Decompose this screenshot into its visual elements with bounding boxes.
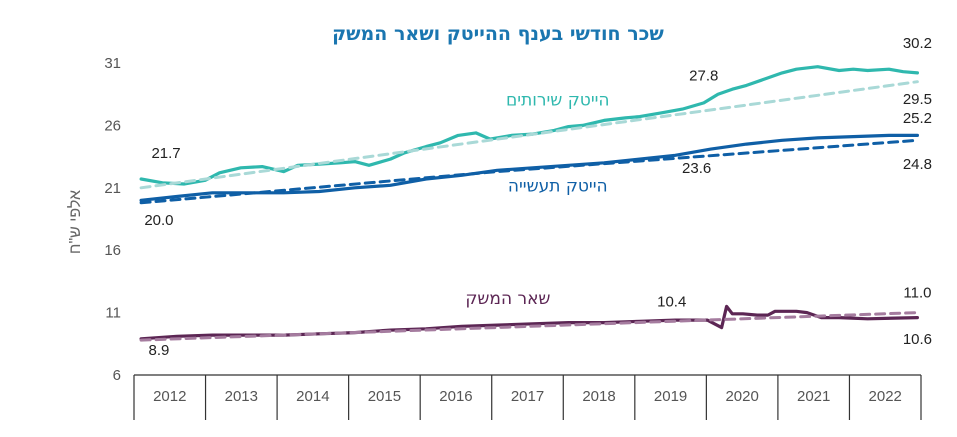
data-value-label: 20.0	[144, 212, 173, 229]
series-line	[139, 138, 919, 205]
y-tick-label: 16	[104, 242, 121, 259]
data-value-label: 11.0	[903, 285, 931, 302]
y-axis-label: אלפי ש"ח	[66, 190, 84, 254]
chart-title: שכר חודשי בענף ההייטק ושאר המשק	[332, 23, 664, 45]
series-labels: הייטק שירותים הייטק תעשייה שאר המשק	[465, 90, 609, 308]
data-value-label: 10.6	[903, 331, 932, 348]
series-lines	[139, 65, 920, 342]
series-line	[139, 65, 920, 186]
x-axis: 2012 2013 2014 2015 2016 2017 2018 2019 2020 2021…	[133, 374, 922, 420]
y-tick-label: 6	[113, 367, 121, 384]
data-value-label: 23.6	[682, 160, 711, 177]
x-tick-label: 2020	[725, 388, 758, 405]
x-tick-label: 2015	[368, 388, 401, 405]
series-line	[139, 304, 920, 341]
data-value-label: 29.5	[903, 91, 932, 108]
x-tick-label: 2022	[869, 388, 902, 405]
x-tick-label: 2012	[153, 388, 186, 405]
data-value-label: 30.2	[903, 35, 932, 52]
x-tick-label: 2014	[296, 388, 329, 405]
x-tick-label: 2016	[439, 388, 472, 405]
y-tick-label: 31	[104, 55, 121, 72]
data-value-label: 10.4	[657, 293, 686, 310]
data-labels: 21.7 20.0 8.9 27.8 23.6 10.4 30.2 29.5 25.2 24.8 1…	[144, 35, 932, 359]
x-tick-label: 2017	[511, 388, 544, 405]
series-name-label: שאר המשק	[465, 289, 550, 309]
series-name-label: הייטק שירותים	[506, 90, 610, 110]
y-axis-ticks: 6 11 16 21 26 31	[104, 55, 121, 384]
x-tick-label: 2013	[225, 388, 258, 405]
y-tick-label: 21	[104, 180, 121, 197]
series-name-label: הייטק תעשייה	[508, 177, 608, 197]
y-tick-label: 26	[104, 117, 121, 134]
data-value-label: 25.2	[903, 110, 932, 127]
x-tick-label: 2019	[654, 388, 687, 405]
x-tick-label: 2018	[582, 388, 615, 405]
series-line	[139, 311, 919, 342]
data-value-label: 27.8	[689, 67, 718, 84]
data-value-label: 8.9	[148, 342, 169, 359]
data-value-label: 24.8	[903, 156, 932, 173]
data-value-label: 21.7	[151, 145, 180, 162]
y-tick-label: 11	[105, 305, 121, 322]
series-line	[139, 80, 919, 190]
x-tick-label: 2021	[797, 388, 830, 405]
